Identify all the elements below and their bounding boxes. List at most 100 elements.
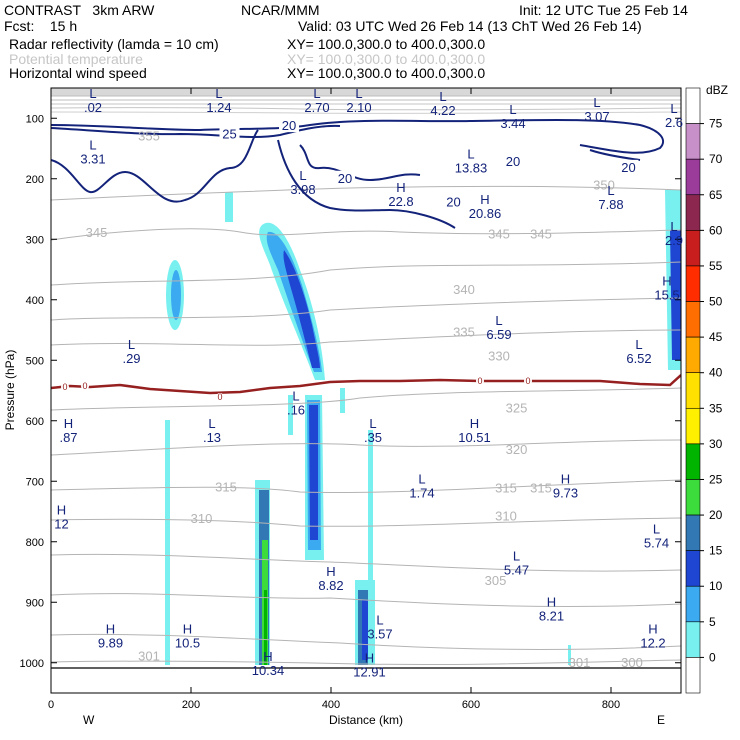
colorbar-swatch <box>685 372 701 409</box>
freezing-level-labels: 0 0 0 0 0 <box>61 376 532 402</box>
x-tick-label: 0 <box>48 699 54 711</box>
field-reflectivity-xy: XY= 100.0,300.0 to 400.0,300.0 <box>287 36 486 52</box>
field-reflectivity-name: Radar reflectivity (lamda = 10 cm) <box>9 36 219 52</box>
extremum-value: 1.24 <box>206 100 231 115</box>
extremum-type: H <box>183 622 192 637</box>
field-wind-name: Horizontal wind speed <box>9 65 147 81</box>
y-tick-label: 100 <box>26 113 44 125</box>
extremum-value: 6.59 <box>486 327 511 342</box>
x-tick-label: 400 <box>322 699 340 711</box>
freezing-label: 0 <box>62 382 67 392</box>
extremum-type: L <box>299 168 306 183</box>
extremum-type: L <box>369 416 376 431</box>
field-theta-xy: XY= 100.0,300.0 to 400.0,300.0 <box>287 51 486 67</box>
extremum-type: L <box>635 337 642 352</box>
colorbar-label: 75 <box>709 117 723 131</box>
y-tick-label: 300 <box>26 234 44 246</box>
extremum-type: L <box>355 86 362 101</box>
refl-column-core <box>309 405 318 540</box>
extremum-type: L <box>670 219 677 234</box>
theta-label: 320 <box>506 442 528 457</box>
refl-thin-170 <box>165 420 170 665</box>
theta-label: 310 <box>495 508 517 523</box>
extremum-value: 22.8 <box>388 194 413 209</box>
refl-conv-core <box>264 590 267 665</box>
refl-445-core <box>362 600 369 660</box>
extremum-value: 3.07 <box>584 109 609 124</box>
field-wind-xy: XY= 100.0,300.0 to 400.0,300.0 <box>287 65 486 81</box>
extremum-type: H <box>648 622 657 637</box>
extremum-value: .13 <box>203 430 221 445</box>
theta-label: 335 <box>453 324 475 339</box>
extremum-value: 3.57 <box>367 626 392 641</box>
y-axis-tick-labels: 100 200 300 400 500 600 700 800 900 1000 <box>20 113 44 670</box>
extremum-value: 5.47 <box>504 562 529 577</box>
extremum-type: L <box>89 86 96 101</box>
extremum-type: L <box>467 147 474 162</box>
theta-contour-labels: 300 301 301 305 310 310 315 315 315 320 325 330 335 3… <box>86 128 643 669</box>
colorbar-swatch <box>685 301 701 338</box>
extremum-value: 2.70 <box>304 100 329 115</box>
wind-label-bg <box>279 118 299 133</box>
freezing-label-bg <box>524 377 532 385</box>
theta-label: 315 <box>495 481 517 496</box>
freezing-label: 0 <box>82 381 87 391</box>
extremum-type: L <box>292 389 299 404</box>
extremum-value: 8.21 <box>539 608 564 623</box>
extremum-value: 9.73 <box>553 485 578 500</box>
valid-time: Valid: 03 UTC Wed 26 Feb 14 (13 ChT Wed … <box>298 18 642 34</box>
colorbar-label: 50 <box>709 295 723 309</box>
colorbar-swatch <box>685 621 701 658</box>
extremum-type: H <box>480 192 489 207</box>
extremum-value: 2.9 <box>665 233 683 248</box>
extremum-type: L <box>509 102 516 117</box>
extremum-value: 9.89 <box>98 636 123 651</box>
extremum-type: H <box>64 416 73 431</box>
extremum-value: 2.10 <box>346 100 371 115</box>
extremum-type: L <box>670 101 677 116</box>
colorbar-label: 55 <box>709 259 723 273</box>
x-axis-label: Distance (km) <box>329 713 403 727</box>
x-axis-ticks <box>50 88 612 693</box>
colorbar-label: 60 <box>709 223 723 237</box>
colorbar-swatch <box>685 336 701 374</box>
colorbar-label: 15 <box>709 544 723 558</box>
y-tick-label: 1000 <box>20 658 44 670</box>
extremum-type: L <box>439 89 446 104</box>
colorbar-label: 40 <box>709 366 723 380</box>
theta-label: 350 <box>593 177 615 192</box>
extremum-type: L <box>313 86 320 101</box>
extremum-value: 10.5 <box>175 636 200 651</box>
freezing-label: 0 <box>217 392 222 402</box>
extremum-value: 7.88 <box>598 197 623 212</box>
extremum-value: 3.31 <box>80 152 105 167</box>
colorbar-swatch <box>685 443 701 480</box>
theta-label: 310 <box>191 511 213 526</box>
colorbar-label: 25 <box>709 472 723 486</box>
extremum-type: H <box>470 416 479 431</box>
refl-top-patch <box>225 192 233 222</box>
y-tick-label: 700 <box>26 476 44 488</box>
extremum-value: 10.51 <box>458 430 491 445</box>
extremum-type: L <box>607 183 614 198</box>
extremum-type: H <box>326 564 335 579</box>
extremum-value: 13.83 <box>455 161 488 176</box>
extremum-value: 8.82 <box>318 578 343 593</box>
theta-label: 325 <box>506 401 528 416</box>
theta-label: 300 <box>621 655 643 670</box>
refl-blob-175-core <box>171 270 181 320</box>
y-axis-ticks <box>51 117 681 664</box>
theta-label: 301 <box>138 649 160 664</box>
extremum-type: L <box>376 612 383 627</box>
extremum-type: H <box>561 471 570 486</box>
extremum-value: 2.6 <box>665 115 683 130</box>
y-axis-label: Pressure (hPa) <box>3 350 17 431</box>
y-tick-label: 400 <box>26 295 44 307</box>
theta-label: 340 <box>453 282 475 297</box>
extremum-type: H <box>662 274 671 289</box>
extremum-value: 15.5 <box>654 288 679 303</box>
y-tick-label: 200 <box>26 174 44 186</box>
y-tick-label: 900 <box>26 597 44 609</box>
